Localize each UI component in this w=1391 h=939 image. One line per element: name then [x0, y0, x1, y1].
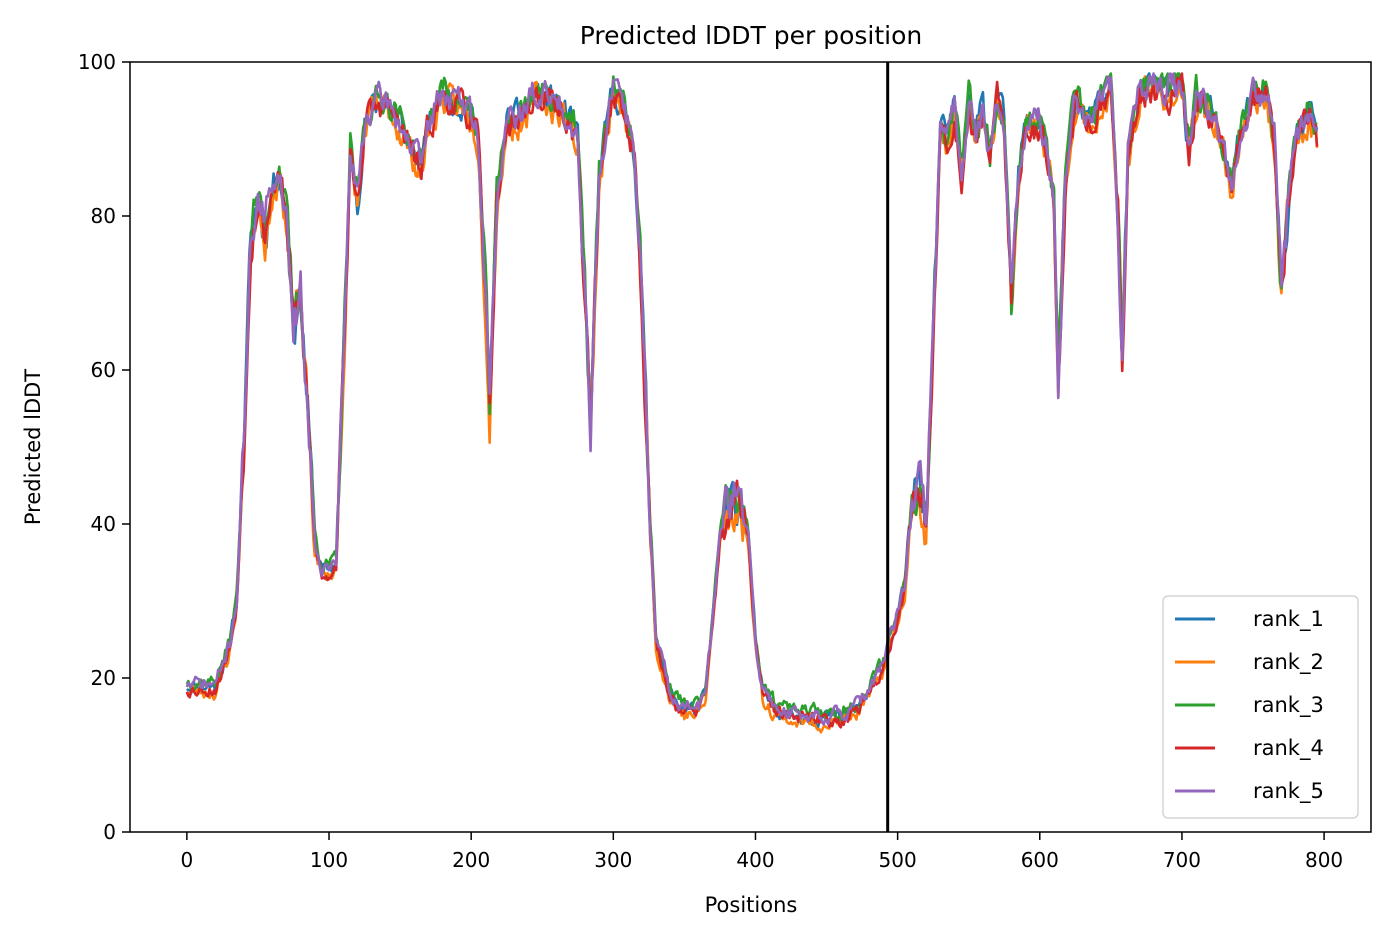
- x-tick-label-600: 600: [1021, 848, 1059, 872]
- plot-area: [129, 61, 1372, 833]
- y-tick-label-80: 80: [91, 204, 116, 228]
- x-tick-label-400: 400: [736, 848, 774, 872]
- chart-title: Predicted lDDT per position: [580, 21, 922, 50]
- y-tick-label-40: 40: [91, 512, 116, 536]
- series-line-rank_4: [185, 72, 1319, 729]
- y-tick-label-60: 60: [91, 358, 116, 382]
- series-line-rank_1: [185, 72, 1319, 729]
- legend-box: [1162, 595, 1359, 819]
- legend-label-rank_1: rank_1: [1253, 607, 1324, 632]
- series-layer: [185, 72, 1319, 734]
- x-axis-label: Positions: [705, 893, 798, 917]
- y-axis-label: Predicted lDDT: [21, 369, 45, 525]
- y-tick-label-100: 100: [78, 50, 116, 74]
- x-tick-label-700: 700: [1163, 848, 1201, 872]
- plot-frame: [129, 61, 1372, 833]
- series-line-rank_3: [185, 72, 1318, 722]
- legend-label-rank_4: rank_4: [1253, 736, 1324, 761]
- y-tick-label-0: 0: [103, 820, 116, 844]
- legend-label-rank_3: rank_3: [1253, 693, 1324, 718]
- y-tick-label-20: 20: [91, 666, 116, 690]
- legend: rank_1 rank_2 rank_3 rank_4 rank_5: [1162, 595, 1359, 819]
- x-tick-label-800: 800: [1305, 848, 1343, 872]
- x-axis-ticks: 0 100 200 300 400 500 600 700 800: [180, 832, 1343, 872]
- series-line-rank_2: [186, 75, 1319, 734]
- x-tick-label-100: 100: [310, 848, 348, 872]
- y-axis-ticks: 0 20 40 60 80 100: [78, 50, 130, 844]
- x-tick-label-300: 300: [594, 848, 632, 872]
- x-tick-label-500: 500: [879, 848, 917, 872]
- x-tick-label-200: 200: [452, 848, 490, 872]
- legend-label-rank_5: rank_5: [1253, 779, 1324, 804]
- series-line-rank_5: [185, 72, 1319, 726]
- x-tick-label-0: 0: [180, 848, 193, 872]
- legend-label-rank_2: rank_2: [1253, 650, 1324, 675]
